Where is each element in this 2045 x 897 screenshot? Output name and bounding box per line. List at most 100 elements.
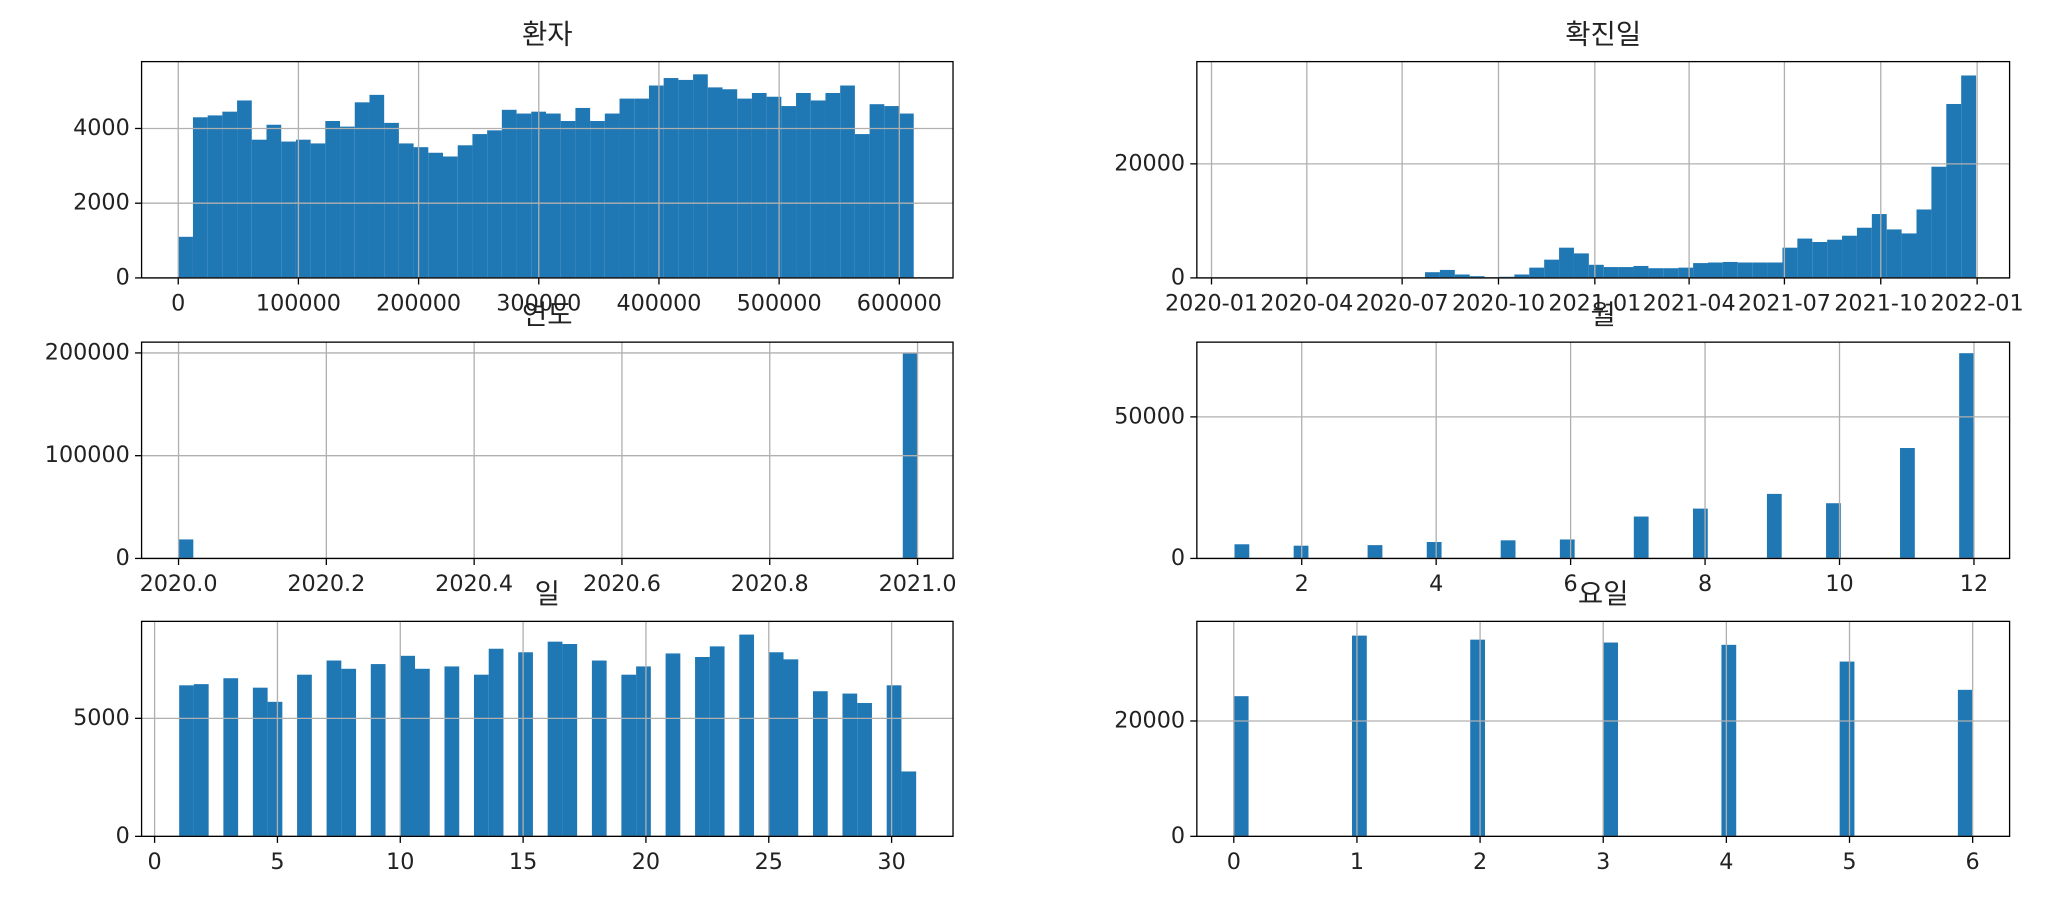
bar (1367, 545, 1383, 559)
subplot-title: 요일 (1578, 578, 1629, 610)
bar (619, 98, 635, 278)
bar (1544, 259, 1560, 278)
x-tick-label: 2022-01 (1931, 291, 2024, 317)
x-tick-label: 5 (1842, 849, 1856, 875)
bar (325, 121, 341, 278)
subplot-title: 확진일 (1565, 18, 1641, 50)
bar (604, 113, 620, 278)
bar (1618, 267, 1634, 278)
bar (545, 113, 561, 278)
x-tick-label: 2020-01 (1165, 291, 1258, 317)
bar (237, 100, 252, 278)
bar (751, 92, 767, 278)
bar (781, 106, 797, 278)
bar (207, 115, 223, 278)
x-tick-label: 200000 (376, 291, 461, 317)
bar (370, 664, 386, 837)
bar (1500, 540, 1516, 559)
x-tick-label: 15 (509, 849, 537, 875)
bar (840, 85, 855, 278)
bar (310, 143, 326, 278)
bar (901, 771, 917, 837)
bar (501, 109, 517, 278)
axes-frame (140, 60, 954, 279)
x-tick-label: 600000 (857, 291, 942, 317)
x-tick-label: 400000 (616, 291, 701, 317)
bar (1633, 265, 1649, 278)
bar (267, 701, 283, 837)
bar (252, 687, 268, 837)
y-tick-label: 0 (1171, 545, 1185, 571)
bar (341, 668, 357, 837)
bar (1931, 166, 1947, 278)
x-tick-label: 2020.8 (731, 571, 809, 597)
bar (1767, 262, 1783, 278)
bar (1588, 264, 1604, 278)
y-tick-label: 2000 (73, 190, 130, 216)
bar (768, 652, 784, 837)
bar (854, 134, 870, 278)
bar (326, 660, 342, 837)
x-tick-label: 6 (1564, 571, 1578, 597)
x-tick-label: 1 (1350, 849, 1364, 875)
y-tick-label: 50000 (1114, 403, 1185, 429)
bar (457, 145, 473, 278)
x-tick-label: 2021-07 (1738, 291, 1831, 317)
bar (1692, 508, 1708, 559)
axes-frame (140, 341, 954, 560)
bar (1737, 262, 1753, 278)
x-tick-label: 20 (632, 849, 660, 875)
x-tick-label: 25 (755, 849, 783, 875)
bar (693, 74, 708, 278)
bar (1425, 272, 1440, 278)
x-tick-label: 0 (148, 849, 162, 875)
bar (384, 122, 399, 278)
bar (1961, 75, 1977, 278)
x-tick-label: 2021-01 (1548, 291, 1641, 317)
bar (1886, 229, 1902, 278)
bar (1693, 263, 1709, 278)
x-tick-label: 2021-04 (1643, 291, 1736, 317)
bar (1827, 239, 1843, 278)
bar (413, 147, 429, 278)
bar (1293, 545, 1309, 559)
x-tick-label: 2020.4 (435, 571, 513, 597)
bar (178, 539, 194, 559)
bar (192, 117, 208, 278)
bar (1529, 267, 1545, 278)
bar (1839, 661, 1855, 837)
bar (899, 113, 914, 278)
x-tick-label: 2020.0 (140, 571, 218, 597)
bar (796, 92, 811, 278)
axes-frame (1196, 341, 2011, 560)
bar (1233, 696, 1249, 837)
bar (1648, 268, 1664, 278)
x-tick-label: 2020-10 (1452, 291, 1545, 317)
bar (1559, 247, 1574, 278)
bar (1722, 261, 1738, 278)
bar (487, 130, 502, 278)
bar (1812, 241, 1828, 278)
y-tick-label: 0 (1171, 823, 1185, 849)
y-tick-label: 200000 (45, 339, 130, 365)
x-tick-label: 100000 (256, 291, 341, 317)
bar (1752, 262, 1768, 278)
y-tick-label: 20000 (1114, 150, 1185, 176)
y-tick-label: 4000 (73, 115, 130, 141)
bar (1708, 262, 1723, 278)
y-tick-label: 0 (116, 545, 130, 571)
bar (1234, 544, 1250, 559)
subplot-title: 환자 (522, 18, 573, 50)
bar (707, 87, 723, 278)
bar (722, 89, 738, 278)
bar (1426, 542, 1442, 559)
bar (1797, 238, 1813, 278)
bar (709, 646, 725, 837)
y-tick-label: 100000 (45, 442, 130, 468)
bar (812, 691, 828, 837)
bar (575, 107, 591, 278)
x-tick-label: 2020.2 (287, 571, 365, 597)
bar (1782, 247, 1798, 278)
x-tick-label: 4 (1429, 571, 1443, 597)
bar (1901, 233, 1917, 278)
